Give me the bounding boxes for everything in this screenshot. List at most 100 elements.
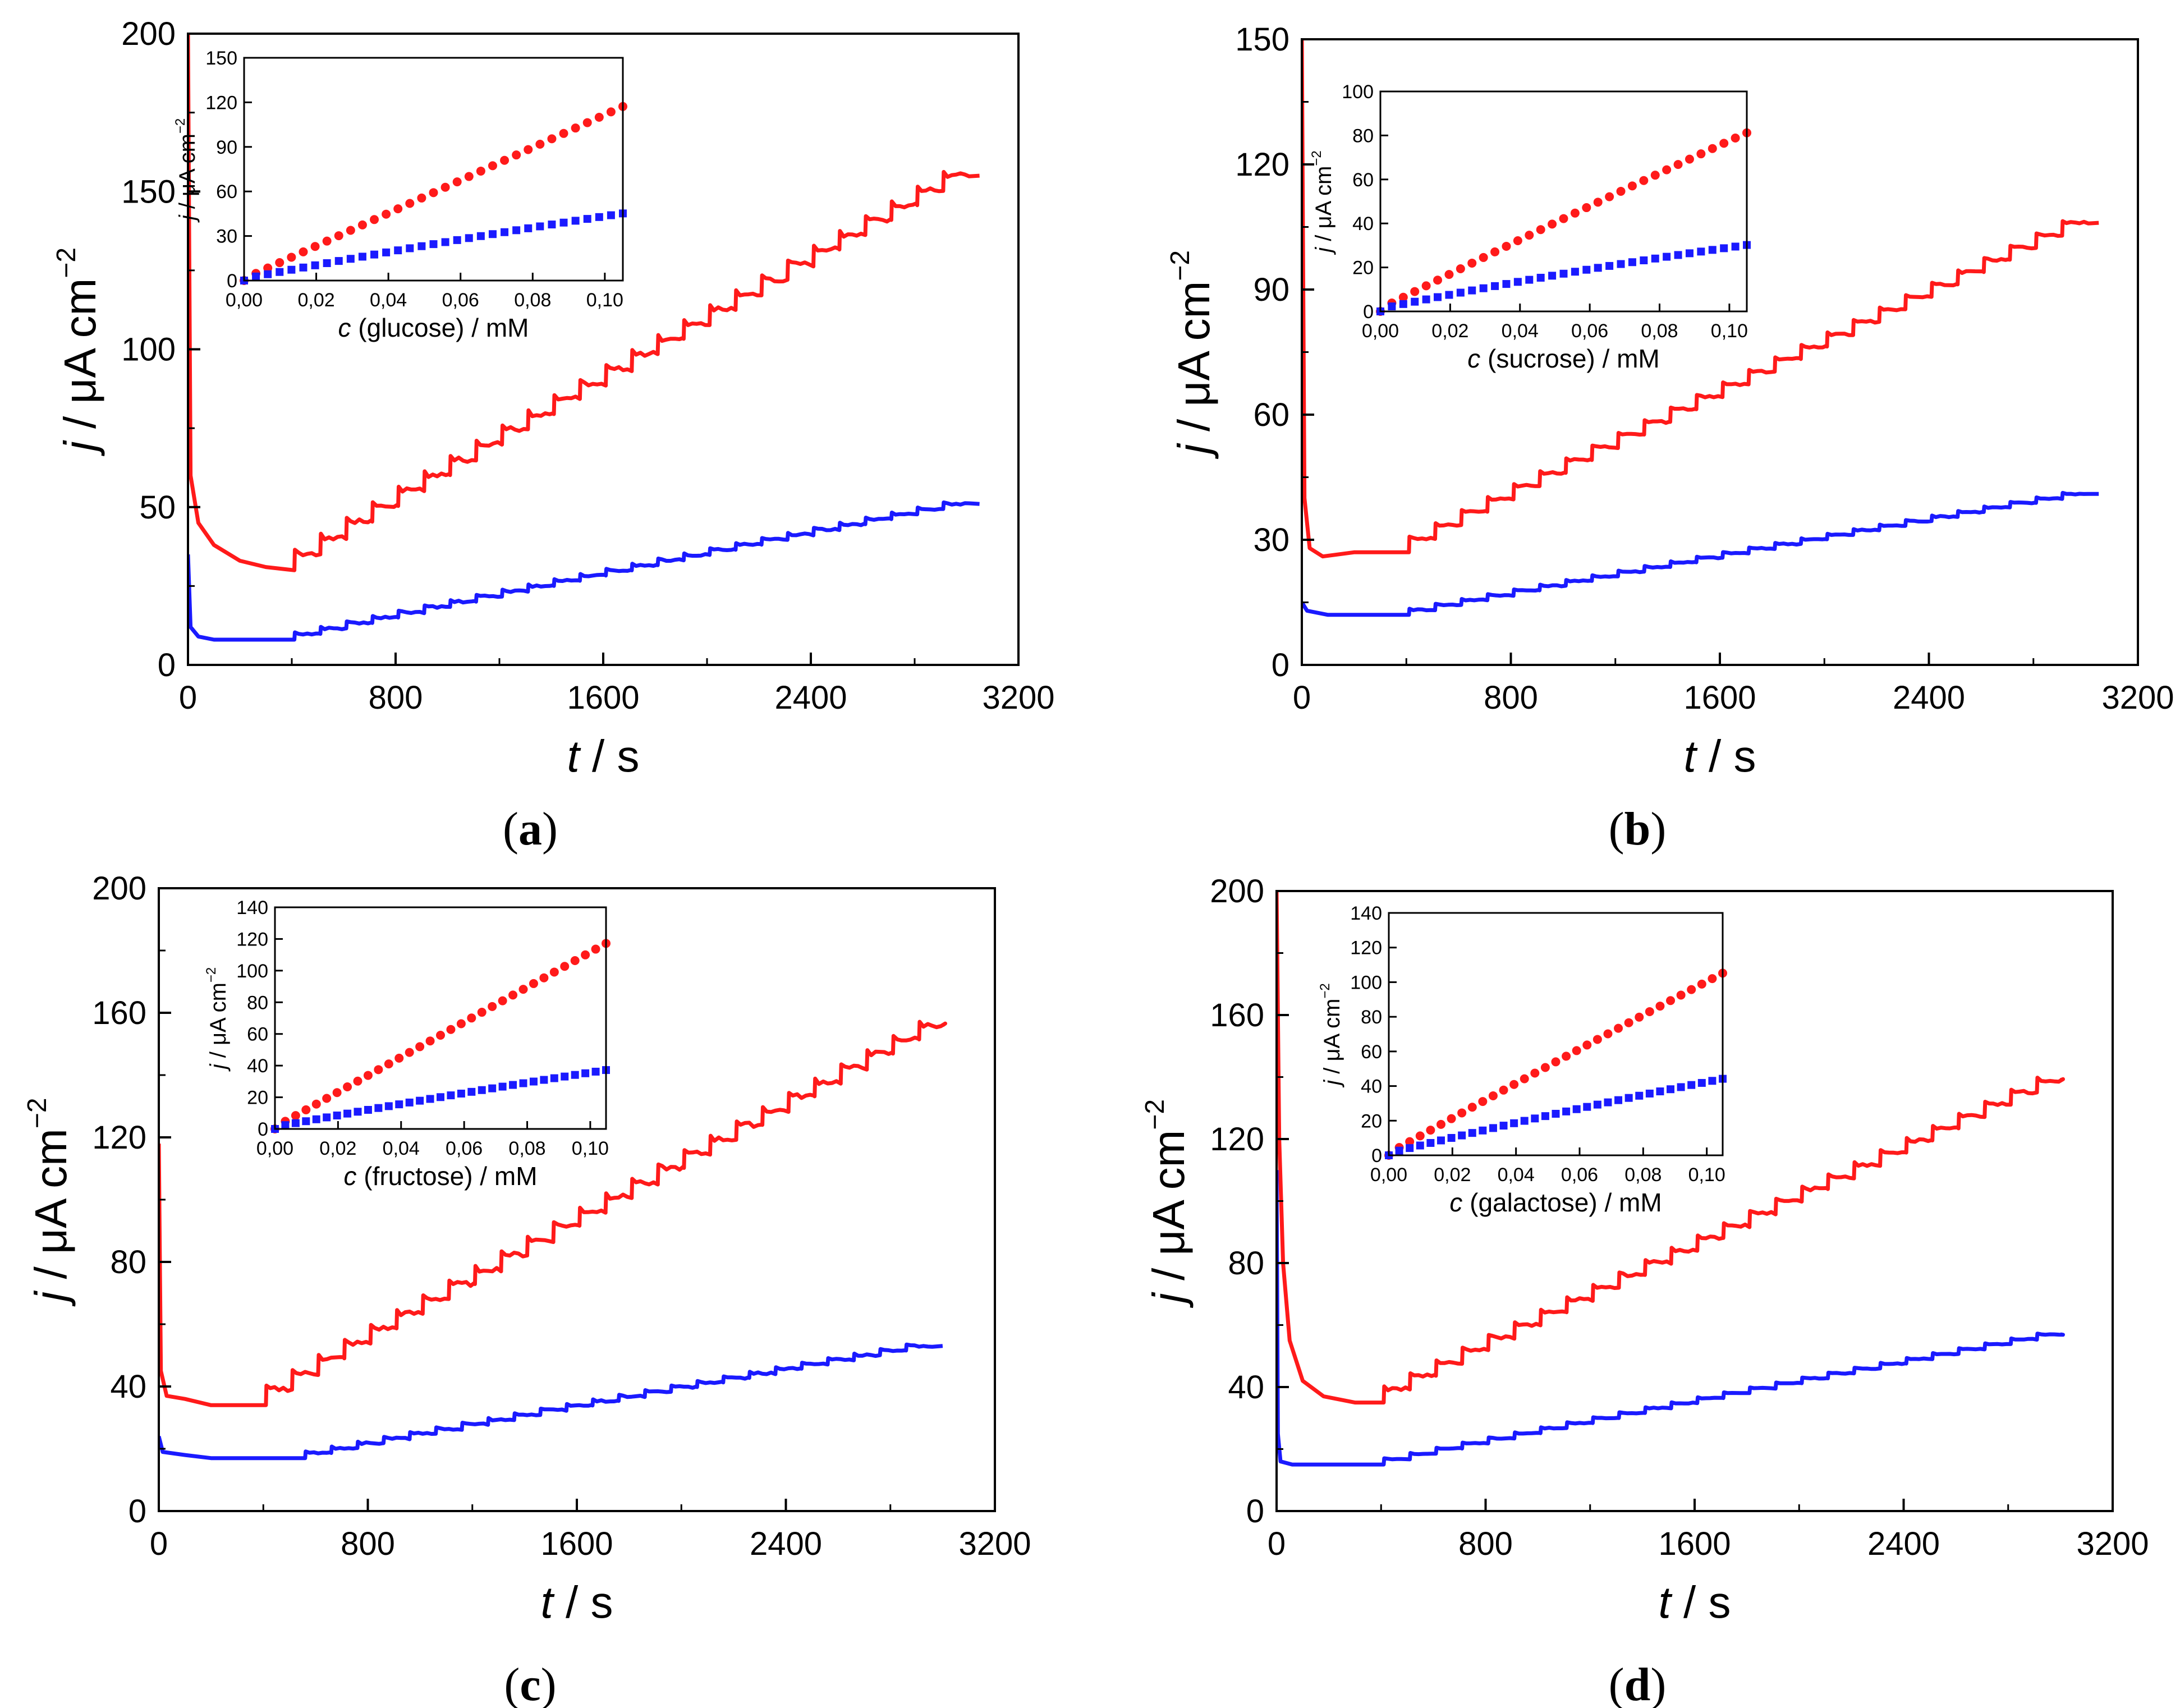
x-tick-label: 0 — [179, 679, 197, 716]
y-axis-title: j / μA cm−2 — [52, 247, 105, 456]
y-axis-title-exponent: −2 — [1140, 1099, 1170, 1130]
inset-point-series_1 — [1509, 1080, 1519, 1089]
series-line-series_2 — [1277, 1170, 2065, 1467]
inset-point-series_1 — [549, 967, 559, 977]
x-tick-label: 800 — [341, 1526, 395, 1562]
inset-y-tick-label: 20 — [247, 1087, 268, 1109]
inset-point-series_2 — [524, 224, 533, 232]
inset-point-series_2 — [364, 1105, 372, 1114]
inset-point-series_2 — [1628, 258, 1636, 267]
inset-point-series_1 — [1697, 979, 1706, 989]
inset-point-series_1 — [357, 220, 367, 229]
inset-x-tick-label: 0,04 — [383, 1138, 420, 1159]
y-axis-title-text: / μA cm — [26, 1128, 76, 1292]
inset-x-axis-title-text: (fructose) / mM — [356, 1161, 537, 1191]
inset-y-tick-label: 40 — [1361, 1076, 1382, 1098]
inset-point-series_1 — [1457, 1108, 1467, 1118]
inset-point-series_2 — [488, 230, 497, 238]
inset-point-series_1 — [477, 1008, 487, 1017]
inset-point-series_2 — [312, 1115, 320, 1123]
y-tick-label: 60 — [1253, 397, 1289, 433]
inset-frame — [1379, 90, 1748, 313]
inset-point-series_1 — [275, 258, 284, 268]
inset-point-series_2 — [299, 263, 308, 272]
inset-point-series_1 — [1479, 252, 1488, 262]
inset-point-series_2 — [488, 1084, 497, 1092]
inset-point-series_1 — [488, 1002, 497, 1011]
inset-point-series_2 — [1541, 1112, 1549, 1121]
inset-y-axis-title: j / μA cm−2 — [1309, 150, 1336, 255]
y-tick-label: 200 — [121, 16, 176, 52]
inset-point-series_2 — [1708, 246, 1717, 254]
inset-point-series_1 — [464, 172, 474, 181]
inset-frame — [274, 906, 607, 1130]
inset-point-series_2 — [1708, 1077, 1717, 1085]
series-line-series_1 — [1302, 39, 2099, 559]
y-tick-label: 40 — [1228, 1369, 1264, 1406]
x-tick-label: 800 — [1458, 1526, 1513, 1562]
inset-y-axis-title-exponent: −2 — [1309, 150, 1324, 166]
y-tick-label: 0 — [1246, 1493, 1264, 1530]
inset-point-series_2 — [571, 1071, 579, 1079]
inset-point-series_2 — [1593, 1100, 1601, 1109]
inset-x-axis-title-text: (sucrose) / mM — [1480, 344, 1659, 373]
x-axis-title: t / s — [541, 1577, 613, 1627]
inset-point-series_1 — [370, 215, 379, 224]
inset-point-series_1 — [287, 252, 296, 262]
inset-point-series_1 — [1614, 1023, 1623, 1033]
inset-point-series_2 — [343, 1109, 352, 1118]
inset-point-series_2 — [1572, 1105, 1581, 1113]
y-tick-label: 200 — [92, 870, 146, 907]
inset-point-series_1 — [1616, 186, 1626, 196]
inset-point-series_2 — [591, 1067, 600, 1076]
inset-y-tick-label: 80 — [247, 992, 268, 1013]
inset-x-axis-title-text: (glucose) / mM — [351, 313, 529, 342]
inset-point-series_2 — [509, 1081, 517, 1089]
y-tick-label: 0 — [158, 647, 176, 683]
inset-point-series_1 — [1548, 219, 1557, 229]
y-axis-title-exponent: −2 — [52, 247, 81, 278]
inset-point-series_2 — [1399, 300, 1407, 308]
y-tick-label: 120 — [1235, 146, 1289, 183]
inset-point-series_2 — [264, 270, 272, 278]
inset-point-series_1 — [1605, 192, 1614, 201]
inset-point-series_2 — [1422, 295, 1430, 304]
inset-x-tick-label: 0,00 — [1362, 320, 1399, 342]
inset-point-series_1 — [334, 231, 343, 241]
series-line-series_2 — [188, 500, 980, 642]
inset-point-series_1 — [559, 128, 568, 138]
inset-point-series_1 — [1520, 1074, 1529, 1083]
inset-point-series_1 — [467, 1013, 476, 1023]
inset-point-series_1 — [405, 1048, 414, 1057]
x-tick-label: 800 — [369, 679, 423, 716]
x-axis-title-text: / s — [553, 1577, 613, 1627]
inset-x-tick-label: 0,06 — [1571, 320, 1608, 342]
inset-point-series_2 — [1434, 293, 1442, 301]
y-tick-label: 120 — [1210, 1121, 1264, 1158]
inset-background — [1389, 913, 1723, 1155]
inset-point-series_2 — [323, 259, 331, 267]
inset-point-series_2 — [559, 218, 568, 227]
inset-point-series_2 — [1426, 1138, 1435, 1147]
inset-x-tick-label: 0,04 — [1502, 320, 1539, 342]
inset-point-series_2 — [405, 1098, 414, 1106]
x-axis-title-symbol: t — [541, 1577, 555, 1627]
inset-y-axis-title: j / μA cm−2 — [173, 118, 200, 223]
x-tick-label: 2400 — [774, 679, 847, 716]
y-axis-title-text: / μA cm — [55, 278, 105, 442]
inset-point-series_2 — [1645, 1089, 1654, 1098]
series-line-series_2 — [1302, 490, 2099, 617]
inset-y-axis-title-exponent: −2 — [173, 118, 188, 134]
inset-point-series_1 — [547, 134, 557, 144]
inset-y-tick-label: 60 — [1352, 169, 1374, 191]
inset-point-series_1 — [310, 242, 320, 251]
y-axis-title: j / μA cm−2 — [22, 1098, 76, 1306]
inset-point-series_2 — [581, 1069, 590, 1077]
inset-point-series_1 — [382, 209, 391, 219]
inset-point-series_2 — [358, 252, 366, 261]
inset-point-series_1 — [476, 166, 485, 176]
x-tick-label: 3200 — [982, 679, 1054, 716]
inset-y-tick-label: 0 — [227, 270, 237, 292]
inset-point-series_2 — [1656, 1087, 1664, 1096]
inset-point-series_2 — [1416, 1141, 1424, 1150]
